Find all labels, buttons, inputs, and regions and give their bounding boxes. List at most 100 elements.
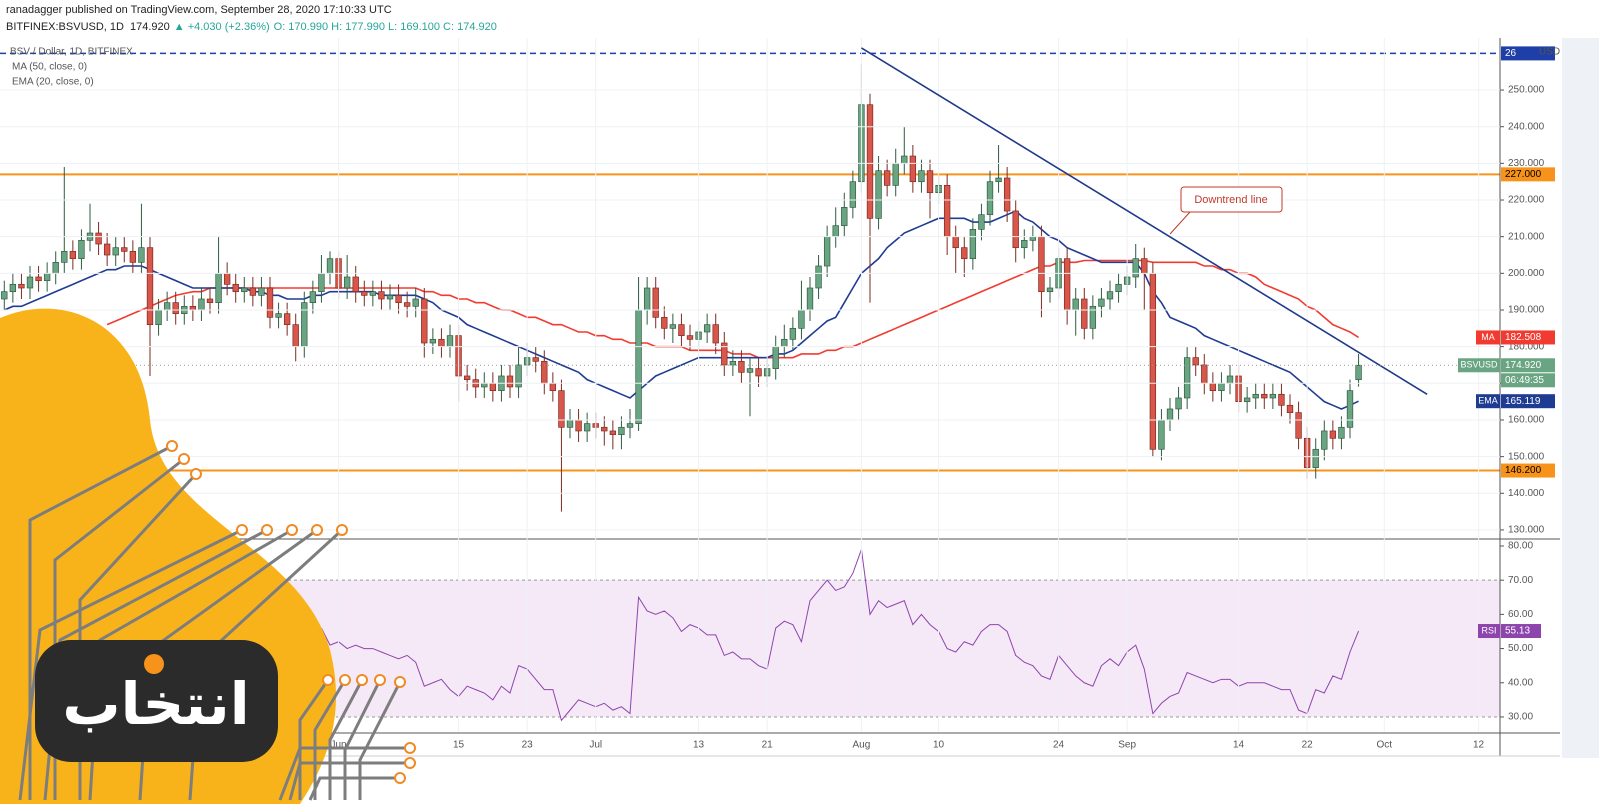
- candle-body: [506, 375, 514, 388]
- countdown-text: 06:49:35: [1505, 375, 1544, 386]
- series-tag: [1476, 330, 1500, 345]
- candle-body: [1115, 283, 1122, 293]
- y-tick-label: 240.000: [1508, 121, 1545, 132]
- candle-body: [481, 382, 488, 388]
- candle-body: [738, 360, 745, 373]
- plot: Jun 15 23 Jul 13 21 Aug 10 24 Sep 14 22 Oct 12 130.000…: [0, 38, 1560, 804]
- candle-body: [558, 390, 565, 428]
- rsi-tick-label: 50.00: [1508, 643, 1533, 654]
- logo-wire: [313, 679, 347, 800]
- trend-line: [861, 47, 1428, 395]
- series-badge-text: 165.119: [1505, 396, 1541, 407]
- logo: انتخاب: [0, 308, 416, 804]
- candle-body: [1346, 390, 1354, 428]
- price-badge-text: 174.920: [1505, 360, 1542, 371]
- candle-body: [352, 276, 359, 293]
- annotation-box: [1180, 186, 1283, 213]
- candle-body: [369, 291, 377, 296]
- countdown-badge: [1501, 373, 1555, 388]
- candle-body: [301, 302, 308, 348]
- candle-body: [926, 170, 934, 194]
- logo-plate: [35, 640, 278, 762]
- logo-node: [166, 440, 178, 452]
- candle-body: [1072, 298, 1079, 311]
- candle-body: [421, 298, 428, 344]
- rsi-tick-label: 40.00: [1508, 677, 1533, 688]
- symbol-line: BITFINEX:BSVUSD, 1D 174.920 ▲ +4.030 (+2.3…: [6, 21, 497, 33]
- logo-wire: [308, 776, 400, 801]
- candle-body: [241, 287, 248, 293]
- candle-body: [549, 382, 557, 391]
- candle-body: [601, 426, 608, 432]
- candle-body: [206, 298, 214, 304]
- level-badge: [1501, 46, 1555, 61]
- candle-body: [35, 276, 42, 282]
- candle-body: [163, 302, 171, 311]
- candle-body: [155, 309, 162, 326]
- rsi-tick-label: 60.00: [1508, 609, 1533, 620]
- candle-body: [1329, 430, 1337, 439]
- annotation-text: Downtrend line: [1194, 194, 1267, 206]
- candle-body: [643, 287, 651, 311]
- logo-text: انتخاب: [62, 670, 249, 738]
- candle-body: [986, 181, 994, 216]
- candle-body: [378, 291, 385, 300]
- candle-body: [566, 419, 574, 428]
- candle-body: [1063, 258, 1071, 311]
- candle-body: [798, 309, 805, 329]
- series-badge: [1501, 394, 1555, 409]
- candle-body: [678, 324, 685, 337]
- candle-body: [489, 382, 497, 391]
- candle-body: [849, 181, 857, 208]
- y-tick-label: 230.000: [1508, 158, 1545, 169]
- candle-body: [9, 283, 17, 293]
- level-label: 146.200: [1505, 465, 1542, 476]
- candle-body: [429, 338, 437, 344]
- rsi-tick-label: 70.00: [1508, 575, 1533, 586]
- candle-body: [626, 423, 634, 428]
- candle-body: [755, 368, 762, 377]
- logo-node: [236, 524, 248, 536]
- candle-body: [1209, 382, 1217, 391]
- side-panel: [1562, 38, 1599, 758]
- candle-body: [1261, 393, 1268, 399]
- logo-node: [190, 468, 202, 480]
- candle-body: [18, 283, 25, 289]
- logo-node: [374, 674, 386, 686]
- candle-body: [343, 276, 351, 289]
- candle-body: [703, 324, 711, 333]
- candle-body: [275, 313, 282, 318]
- candle-body: [1, 291, 8, 300]
- publish-line: ranadagger published on TradingView.com,…: [6, 4, 392, 16]
- x-tick-label: 21: [762, 740, 774, 751]
- rsi-line: [320, 549, 1360, 722]
- candle-body: [609, 430, 617, 435]
- symbol-badge-text: BSVUSD: [1460, 360, 1498, 370]
- logo-wire: [358, 681, 402, 800]
- rsi-tick-label: 80.00: [1508, 541, 1533, 552]
- candle-body: [326, 258, 334, 274]
- x-tick-label: 23: [522, 740, 534, 751]
- candle-body: [1141, 258, 1148, 274]
- candle-body: [995, 177, 1002, 183]
- annotation-pointer: [1169, 211, 1191, 235]
- candle-body: [112, 247, 119, 256]
- y-tick-label: 130.000: [1508, 525, 1545, 536]
- candle-body: [1003, 177, 1011, 212]
- x-tick-label: 22: [1302, 740, 1314, 751]
- logo-node: [404, 742, 416, 754]
- x-tick-label: Jul: [589, 740, 602, 751]
- logo-wire: [278, 746, 410, 801]
- candle-body: [729, 360, 737, 366]
- candle-body: [198, 298, 205, 311]
- x-tick-label: 10: [933, 740, 945, 751]
- rsi-badge: [1501, 624, 1541, 639]
- candle-body: [138, 247, 145, 263]
- logo-coin: [144, 654, 164, 674]
- y-tick-label: 150.000: [1508, 451, 1545, 462]
- candle-body: [61, 250, 68, 263]
- logo-node: [178, 453, 190, 465]
- x-tick-label: 24: [1053, 740, 1065, 751]
- candle-body: [69, 250, 77, 260]
